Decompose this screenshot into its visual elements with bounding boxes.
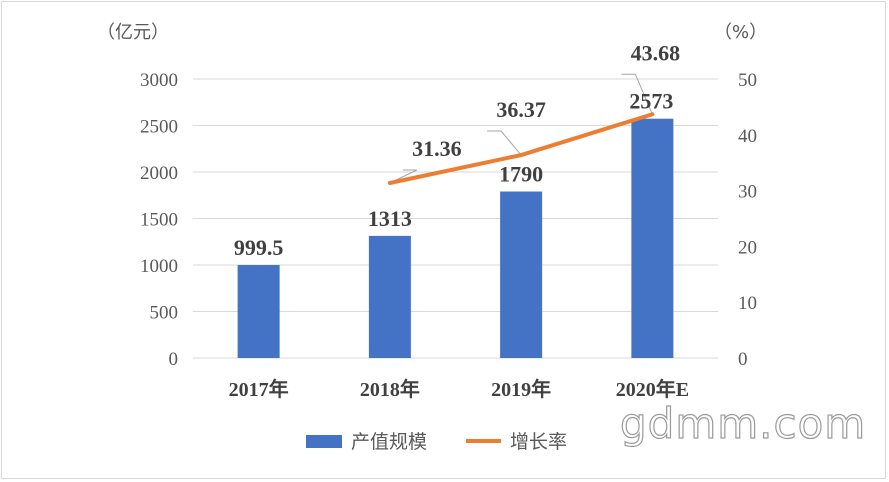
watermark: gdmm.com xyxy=(620,399,866,448)
legend-label-bar: 产值规模 xyxy=(351,431,427,453)
line-data-label: 31.36 xyxy=(412,136,462,161)
bar-data-label: 1790 xyxy=(499,162,543,187)
label-leader-lines xyxy=(389,73,653,184)
left-tick-label: 2500 xyxy=(140,117,178,138)
right-tick-label: 0 xyxy=(738,349,748,370)
category-label: 2020年E xyxy=(616,377,689,401)
line-series xyxy=(387,112,655,186)
right-tick-label: 20 xyxy=(738,237,757,258)
bar-data-label: 1313 xyxy=(368,206,412,231)
line-label-leader xyxy=(389,169,418,184)
bar xyxy=(237,265,280,358)
data-labels: 999.5 1313 1790 2573 31.36 36.37 43.68 xyxy=(234,40,680,260)
line-data-label: 36.37 xyxy=(496,97,546,122)
left-tick-label: 2000 xyxy=(140,163,178,184)
category-label: 2019年 xyxy=(491,377,551,401)
left-tick-label: 0 xyxy=(169,349,179,370)
legend-label-line: 增长率 xyxy=(510,431,567,453)
left-tick-label: 1500 xyxy=(140,210,178,231)
right-tick-label: 30 xyxy=(738,182,757,203)
left-tick-label: 3000 xyxy=(140,70,178,91)
right-tick-label: 50 xyxy=(738,70,757,91)
right-axis-unit: （%） xyxy=(714,22,767,43)
bar-data-label: 999.5 xyxy=(234,235,284,260)
right-tick-label: 10 xyxy=(738,293,757,314)
category-label: 2017年 xyxy=(229,377,289,401)
axis-ticks: 0 500 1000 1500 2000 2500 3000 0 10 20 30 40 50 2017年… xyxy=(140,70,757,401)
legend-swatch-bar xyxy=(306,435,342,448)
category-label: 2018年 xyxy=(360,377,420,401)
line-data-label: 43.68 xyxy=(631,40,681,65)
bar xyxy=(631,118,674,358)
gridlines xyxy=(193,78,718,359)
left-axis-unit: （亿元） xyxy=(97,22,169,43)
left-tick-label: 500 xyxy=(150,303,179,324)
left-tick-label: 1000 xyxy=(140,256,178,277)
bar xyxy=(368,235,411,358)
line-label-leader xyxy=(487,130,522,156)
line-label-leader xyxy=(621,73,653,115)
bar-series xyxy=(237,118,674,358)
bar-data-label: 2573 xyxy=(629,89,673,114)
right-tick-label: 40 xyxy=(738,126,757,147)
bar xyxy=(500,191,543,358)
growth-line xyxy=(387,112,655,186)
legend: 产值规模 增长率 xyxy=(306,431,567,453)
